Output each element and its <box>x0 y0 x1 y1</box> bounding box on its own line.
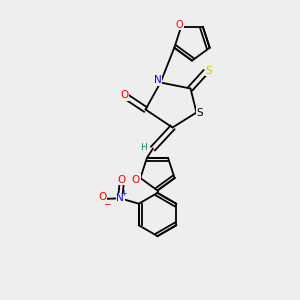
Text: S: S <box>197 107 203 118</box>
Text: −: − <box>103 199 111 208</box>
Text: N: N <box>116 193 124 203</box>
Text: O: O <box>118 175 126 185</box>
Text: O: O <box>132 175 140 184</box>
Text: +: + <box>120 189 126 198</box>
Text: O: O <box>176 20 183 30</box>
Text: N: N <box>154 75 161 85</box>
Text: O: O <box>98 192 106 203</box>
Text: H: H <box>140 142 147 152</box>
Text: S: S <box>206 65 212 76</box>
Text: O: O <box>120 90 129 100</box>
